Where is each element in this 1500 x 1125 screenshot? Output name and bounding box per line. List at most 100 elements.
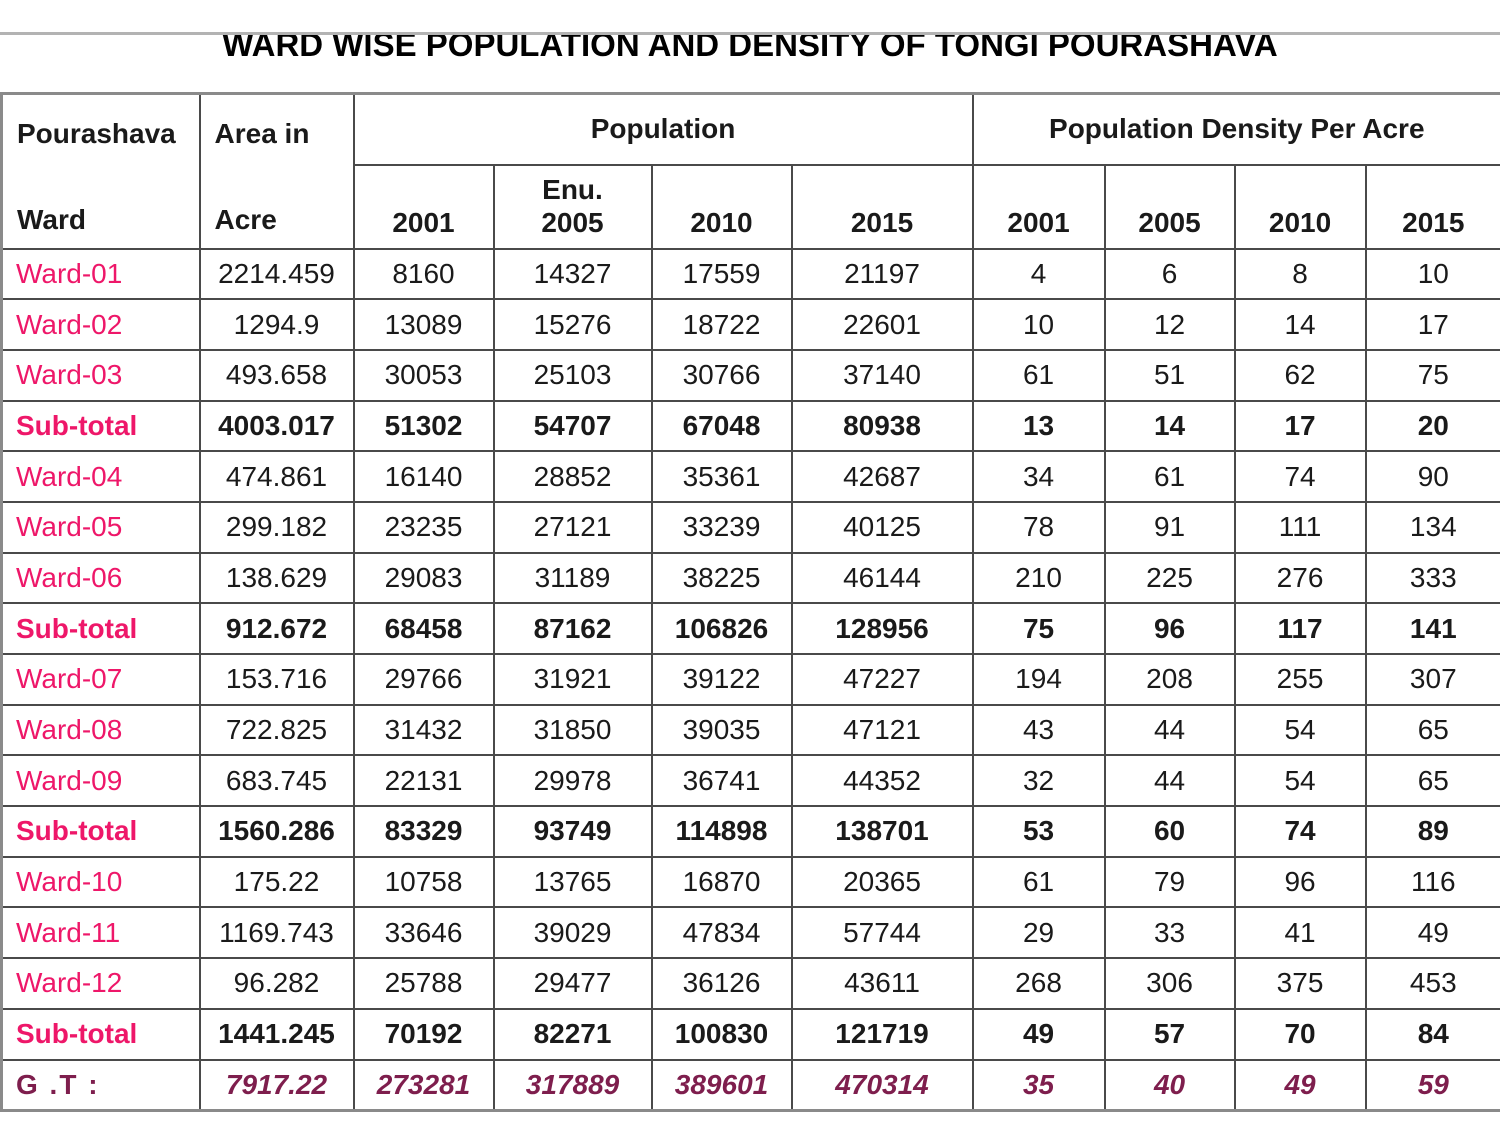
density-cell: 134: [1364, 500, 1500, 554]
density-cell: 54: [1233, 754, 1367, 808]
density-cell: 62: [1233, 348, 1367, 402]
population-cell: 31189: [492, 551, 653, 605]
population-cell: 31850: [492, 703, 653, 757]
population-cell: 30766: [650, 348, 793, 402]
population-cell: 68458: [352, 602, 495, 655]
density-year-2010-header: 2010: [1233, 163, 1367, 250]
density-cell: 44: [1103, 754, 1236, 808]
population-cell: 29477: [492, 957, 653, 1010]
table-body: Ward-01 2214.459 8160 14327 17559 21197 4 6 8 10 W…: [0, 247, 1500, 1112]
table-row: Ward-11 1169.743 33646 39029 47834 57744 29 33 4…: [0, 906, 1500, 960]
population-cell: 15276: [492, 298, 653, 351]
population-year-2010-header: 2010: [650, 163, 793, 250]
row-label-cell: Sub-total: [0, 399, 201, 453]
population-cell: 22131: [352, 754, 495, 808]
population-cell: 36126: [650, 957, 793, 1010]
population-cell: 33239: [650, 500, 793, 554]
density-cell: 49: [1364, 906, 1500, 960]
row-label-cell: Ward-11: [0, 906, 201, 960]
population-cell: 138701: [790, 805, 974, 858]
row-label-cell: Ward-02: [0, 298, 201, 351]
population-cell: 14327: [492, 247, 653, 301]
table-row: Ward-03 493.658 30053 25103 30766 37140 61 51 62…: [0, 348, 1500, 402]
population-cell: 16140: [352, 450, 495, 503]
area-cell: 7917.22: [198, 1058, 355, 1112]
population-cell: 83329: [352, 805, 495, 858]
density-cell: 117: [1233, 602, 1367, 655]
area-cell: 1294.9: [198, 298, 355, 351]
population-cell: 31921: [492, 653, 653, 706]
area-cell: 722.825: [198, 703, 355, 757]
subtotal-row: Sub-total 912.672 68458 87162 106826 128956 75…: [0, 602, 1500, 655]
density-cell: 35: [971, 1058, 1106, 1112]
grandtotal-row: G .T :7917.22 273281 317889 389601 470314 35 4…: [0, 1058, 1500, 1112]
density-cell: 65: [1364, 754, 1500, 808]
table-row: Ward-01 2214.459 8160 14327 17559 21197 4 6 8 10: [0, 247, 1500, 301]
population-cell: 389601: [650, 1058, 793, 1112]
population-cell: 21197: [790, 247, 974, 301]
population-cell: 37140: [790, 348, 974, 402]
population-cell: 39122: [650, 653, 793, 706]
density-cell: 79: [1103, 855, 1236, 909]
density-cell: 41: [1233, 906, 1367, 960]
density-cell: 57: [1103, 1007, 1236, 1061]
area-cell: 4003.017: [198, 399, 355, 453]
table-row: Ward-07 153.716 29766 31921 39122 47227 194 208…: [0, 653, 1500, 706]
population-cell: 30053: [352, 348, 495, 402]
density-cell: 60: [1103, 805, 1236, 858]
density-cell: 17: [1233, 399, 1367, 453]
density-cell: 307: [1364, 653, 1500, 706]
population-cell: 46144: [790, 551, 974, 605]
population-cell: 36741: [650, 754, 793, 808]
population-cell: 57744: [790, 906, 974, 960]
density-cell: 6: [1103, 247, 1236, 301]
year-label: 2001: [1007, 206, 1070, 238]
pourashava-ward-header-cell: Pourashava Ward: [0, 92, 201, 250]
year-label: 2010: [690, 206, 753, 238]
population-cell: 54707: [492, 399, 653, 453]
density-cell: 61: [971, 855, 1106, 909]
density-cell: 61: [971, 348, 1106, 402]
population-cell: 22601: [790, 298, 974, 351]
density-cell: 194: [971, 653, 1106, 706]
table-row: Ward-12 96.282 25788 29477 36126 43611 268 306 3…: [0, 957, 1500, 1010]
population-cell: 29766: [352, 653, 495, 706]
subtotal-row: Sub-total 4003.017 51302 54707 67048 80938 13 1…: [0, 399, 1500, 453]
year-label: 2010: [1268, 206, 1332, 238]
density-cell: 453: [1364, 957, 1500, 1010]
density-cell: 10: [1364, 247, 1500, 301]
density-cell: 34: [971, 450, 1106, 503]
density-cell: 111: [1233, 500, 1367, 554]
row-label-cell: Ward-09: [0, 754, 201, 808]
density-cell: 20: [1364, 399, 1500, 453]
density-cell: 208: [1103, 653, 1236, 706]
row-label-cell: G .T :: [0, 1058, 201, 1112]
population-cell: 317889: [492, 1058, 653, 1112]
population-density-table: Pourashava Ward Area in Acre Population …: [0, 92, 1500, 1112]
table-row: Ward-08 722.825 31432 31850 39035 47121 43 44 54…: [0, 703, 1500, 757]
density-cell: 141: [1364, 602, 1500, 655]
population-cell: 38225: [650, 551, 793, 605]
population-cell: 18722: [650, 298, 793, 351]
population-cell: 47834: [650, 906, 793, 960]
population-cell: 470314: [790, 1058, 974, 1112]
header-group-row: Pourashava Ward Area in Acre Population …: [0, 92, 1500, 250]
population-cell: 80938: [790, 399, 974, 453]
table-row: Ward-02 1294.9 13089 15276 18722 22601 10 12 14 1…: [0, 298, 1500, 351]
row-label-cell: Ward-08: [0, 703, 201, 757]
density-cell: 75: [971, 602, 1106, 655]
density-cell: 4: [971, 247, 1106, 301]
density-cell: 59: [1364, 1058, 1500, 1112]
density-cell: 32: [971, 754, 1106, 808]
row-label-cell: Ward-01: [0, 247, 201, 301]
table-row: Ward-09 683.745 22131 29978 36741 44352 32 44 54…: [0, 754, 1500, 808]
population-cell: 44352: [790, 754, 974, 808]
population-cell: 13765: [492, 855, 653, 909]
area-header-line2: Acre: [214, 204, 277, 235]
density-cell: 268: [971, 957, 1106, 1010]
row-label-cell: Sub-total: [0, 805, 201, 858]
density-cell: 44: [1103, 703, 1236, 757]
table-header: Pourashava Ward Area in Acre Population …: [0, 92, 1500, 250]
density-cell: 14: [1233, 298, 1367, 351]
row-label-cell: Ward-04: [0, 450, 201, 503]
